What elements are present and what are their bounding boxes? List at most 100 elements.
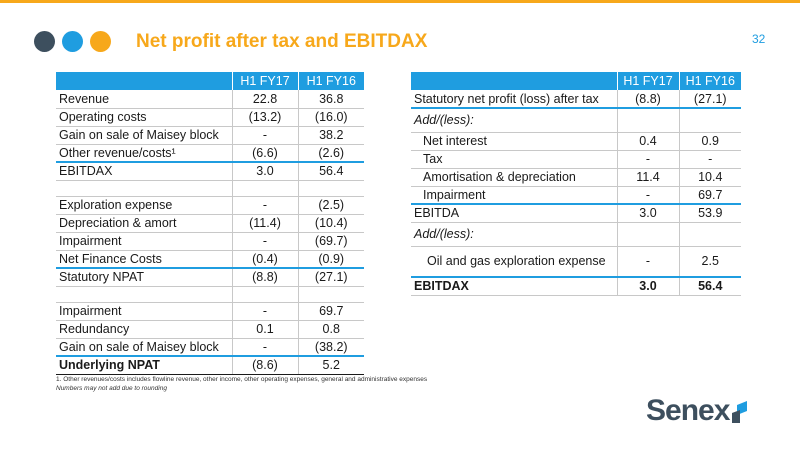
table-row: Statutory NPAT (8.8) (27.1) (56, 268, 364, 287)
row-value-fy16 (678, 222, 741, 247)
dark-dot-icon (34, 31, 55, 52)
brand-dots (34, 31, 111, 52)
table-row: Gain on sale of Maisey block - (38.2) (56, 338, 364, 357)
row-value-fy17: - (231, 338, 298, 357)
npat-table: H1 FY17 H1 FY16 Revenue 22.8 36.8 Operat… (56, 72, 364, 375)
row-value-fy16: 56.4 (678, 277, 741, 296)
row-value-fy16: 69.7 (678, 186, 741, 205)
table-row: Exploration expense - (2.5) (56, 196, 364, 215)
row-label: Impairment (56, 232, 232, 251)
table-row: Amortisation & depreciation 11.4 10.4 (411, 168, 741, 187)
row-label: Revenue (56, 90, 232, 109)
orange-dot-icon (90, 31, 111, 52)
row-value-fy16: (38.2) (297, 338, 364, 357)
page-number: 32 (752, 32, 766, 46)
row-label: Operating costs (56, 108, 232, 127)
row-value-fy17: 22.8 (231, 90, 298, 109)
row-value-fy17: (8.8) (616, 90, 679, 109)
header-blank (411, 72, 617, 90)
row-label: EBITDAX (411, 277, 617, 296)
row-value-fy17: (8.6) (231, 356, 298, 375)
table-row: Impairment - 69.7 (411, 186, 741, 205)
row-value-fy16: 53.9 (678, 204, 741, 223)
row-value-fy17: - (231, 302, 298, 321)
row-value-fy16: 38.2 (297, 126, 364, 145)
row-value-fy17: (8.8) (231, 268, 298, 287)
row-label: Tax (411, 150, 617, 169)
row-value-fy16: - (678, 150, 741, 169)
ebitdax-reconciliation-table: H1 FY17 H1 FY16 Statutory net profit (lo… (411, 72, 741, 296)
table-row: Gain on sale of Maisey block - 38.2 (56, 126, 364, 145)
header-blank (56, 72, 232, 90)
row-label: Amortisation & depreciation (411, 168, 617, 187)
row-value-fy16: (0.9) (297, 250, 364, 269)
table-row: Depreciation & amort (11.4) (10.4) (56, 214, 364, 233)
table-header-row: H1 FY17 H1 FY16 (411, 72, 741, 90)
row-label: Underlying NPAT (56, 356, 232, 375)
row-value-fy16: 2.5 (678, 246, 741, 278)
row-value-fy16: 36.8 (297, 90, 364, 109)
logo-text: Senex (646, 394, 730, 427)
senex-logo: Senex (646, 396, 750, 426)
row-value-fy16: (27.1) (678, 90, 741, 109)
row-label: Depreciation & amort (56, 214, 232, 233)
row-value-fy17: - (616, 150, 679, 169)
row-label: EBITDA (411, 204, 617, 223)
row-value-fy17: (6.6) (231, 144, 298, 163)
row-value-fy16 (678, 108, 741, 133)
row-value-fy17: - (231, 196, 298, 215)
row-label: Add/(less): (411, 222, 617, 247)
footnote-rounding: Numbers may not add due to rounding (56, 385, 167, 392)
row-label: Net interest (411, 132, 617, 151)
row-value-fy17: (13.2) (231, 108, 298, 127)
row-value-fy17: 0.1 (231, 320, 298, 339)
table-row: Net interest 0.4 0.9 (411, 132, 741, 151)
table-row-total: EBITDAX 3.0 56.4 (411, 277, 741, 296)
blue-dot-icon (62, 31, 83, 52)
row-value-fy16: 69.7 (297, 302, 364, 321)
top-accent-rule (0, 0, 800, 3)
row-label: Gain on sale of Maisey block (56, 338, 232, 357)
row-value-fy17: 0.4 (616, 132, 679, 151)
row-label: Impairment (56, 302, 232, 321)
row-value-fy17: - (616, 246, 679, 278)
row-value-fy17: - (231, 232, 298, 251)
table-row: Oil and gas exploration expense - 2.5 (411, 246, 741, 278)
row-label: Statutory NPAT (56, 268, 232, 287)
spacer-row (56, 180, 364, 197)
row-value-fy17 (616, 108, 679, 133)
row-value-fy16: 0.9 (678, 132, 741, 151)
table-row: EBITDA 3.0 53.9 (411, 204, 741, 223)
row-label: Statutory net profit (loss) after tax (411, 90, 617, 109)
row-value-fy16: 5.2 (297, 356, 364, 375)
table-row-total: Underlying NPAT (8.6) 5.2 (56, 356, 364, 375)
row-label: EBITDAX (56, 162, 232, 181)
row-label: Gain on sale of Maisey block (56, 126, 232, 145)
row-value-fy16: 56.4 (297, 162, 364, 181)
header-h1fy16: H1 FY16 (297, 72, 364, 90)
header-h1fy17: H1 FY17 (616, 72, 679, 90)
table-row: Operating costs (13.2) (16.0) (56, 108, 364, 127)
table-row: Other revenue/costs¹ (6.6) (2.6) (56, 144, 364, 163)
row-value-fy16: (69.7) (297, 232, 364, 251)
row-label: Redundancy (56, 320, 232, 339)
row-value-fy17: - (231, 126, 298, 145)
slide-title: Net profit after tax and EBITDAX (136, 31, 428, 52)
table-row: Add/(less): (411, 222, 741, 247)
table-row: Redundancy 0.1 0.8 (56, 320, 364, 339)
row-value-fy16: (27.1) (297, 268, 364, 287)
table-row: Add/(less): (411, 108, 741, 133)
row-label: Impairment (411, 186, 617, 205)
row-value-fy17: 3.0 (616, 204, 679, 223)
row-value-fy17: - (616, 186, 679, 205)
table-row: Statutory net profit (loss) after tax (8… (411, 90, 741, 109)
row-value-fy16: (2.6) (297, 144, 364, 163)
table-header-row: H1 FY17 H1 FY16 (56, 72, 364, 90)
row-value-fy16: (2.5) (297, 196, 364, 215)
row-value-fy17: (11.4) (231, 214, 298, 233)
header-h1fy16: H1 FY16 (678, 72, 741, 90)
table-row: Impairment - 69.7 (56, 302, 364, 321)
row-label: Net Finance Costs (56, 250, 232, 269)
header-h1fy17: H1 FY17 (231, 72, 298, 90)
table-row: Revenue 22.8 36.8 (56, 90, 364, 109)
